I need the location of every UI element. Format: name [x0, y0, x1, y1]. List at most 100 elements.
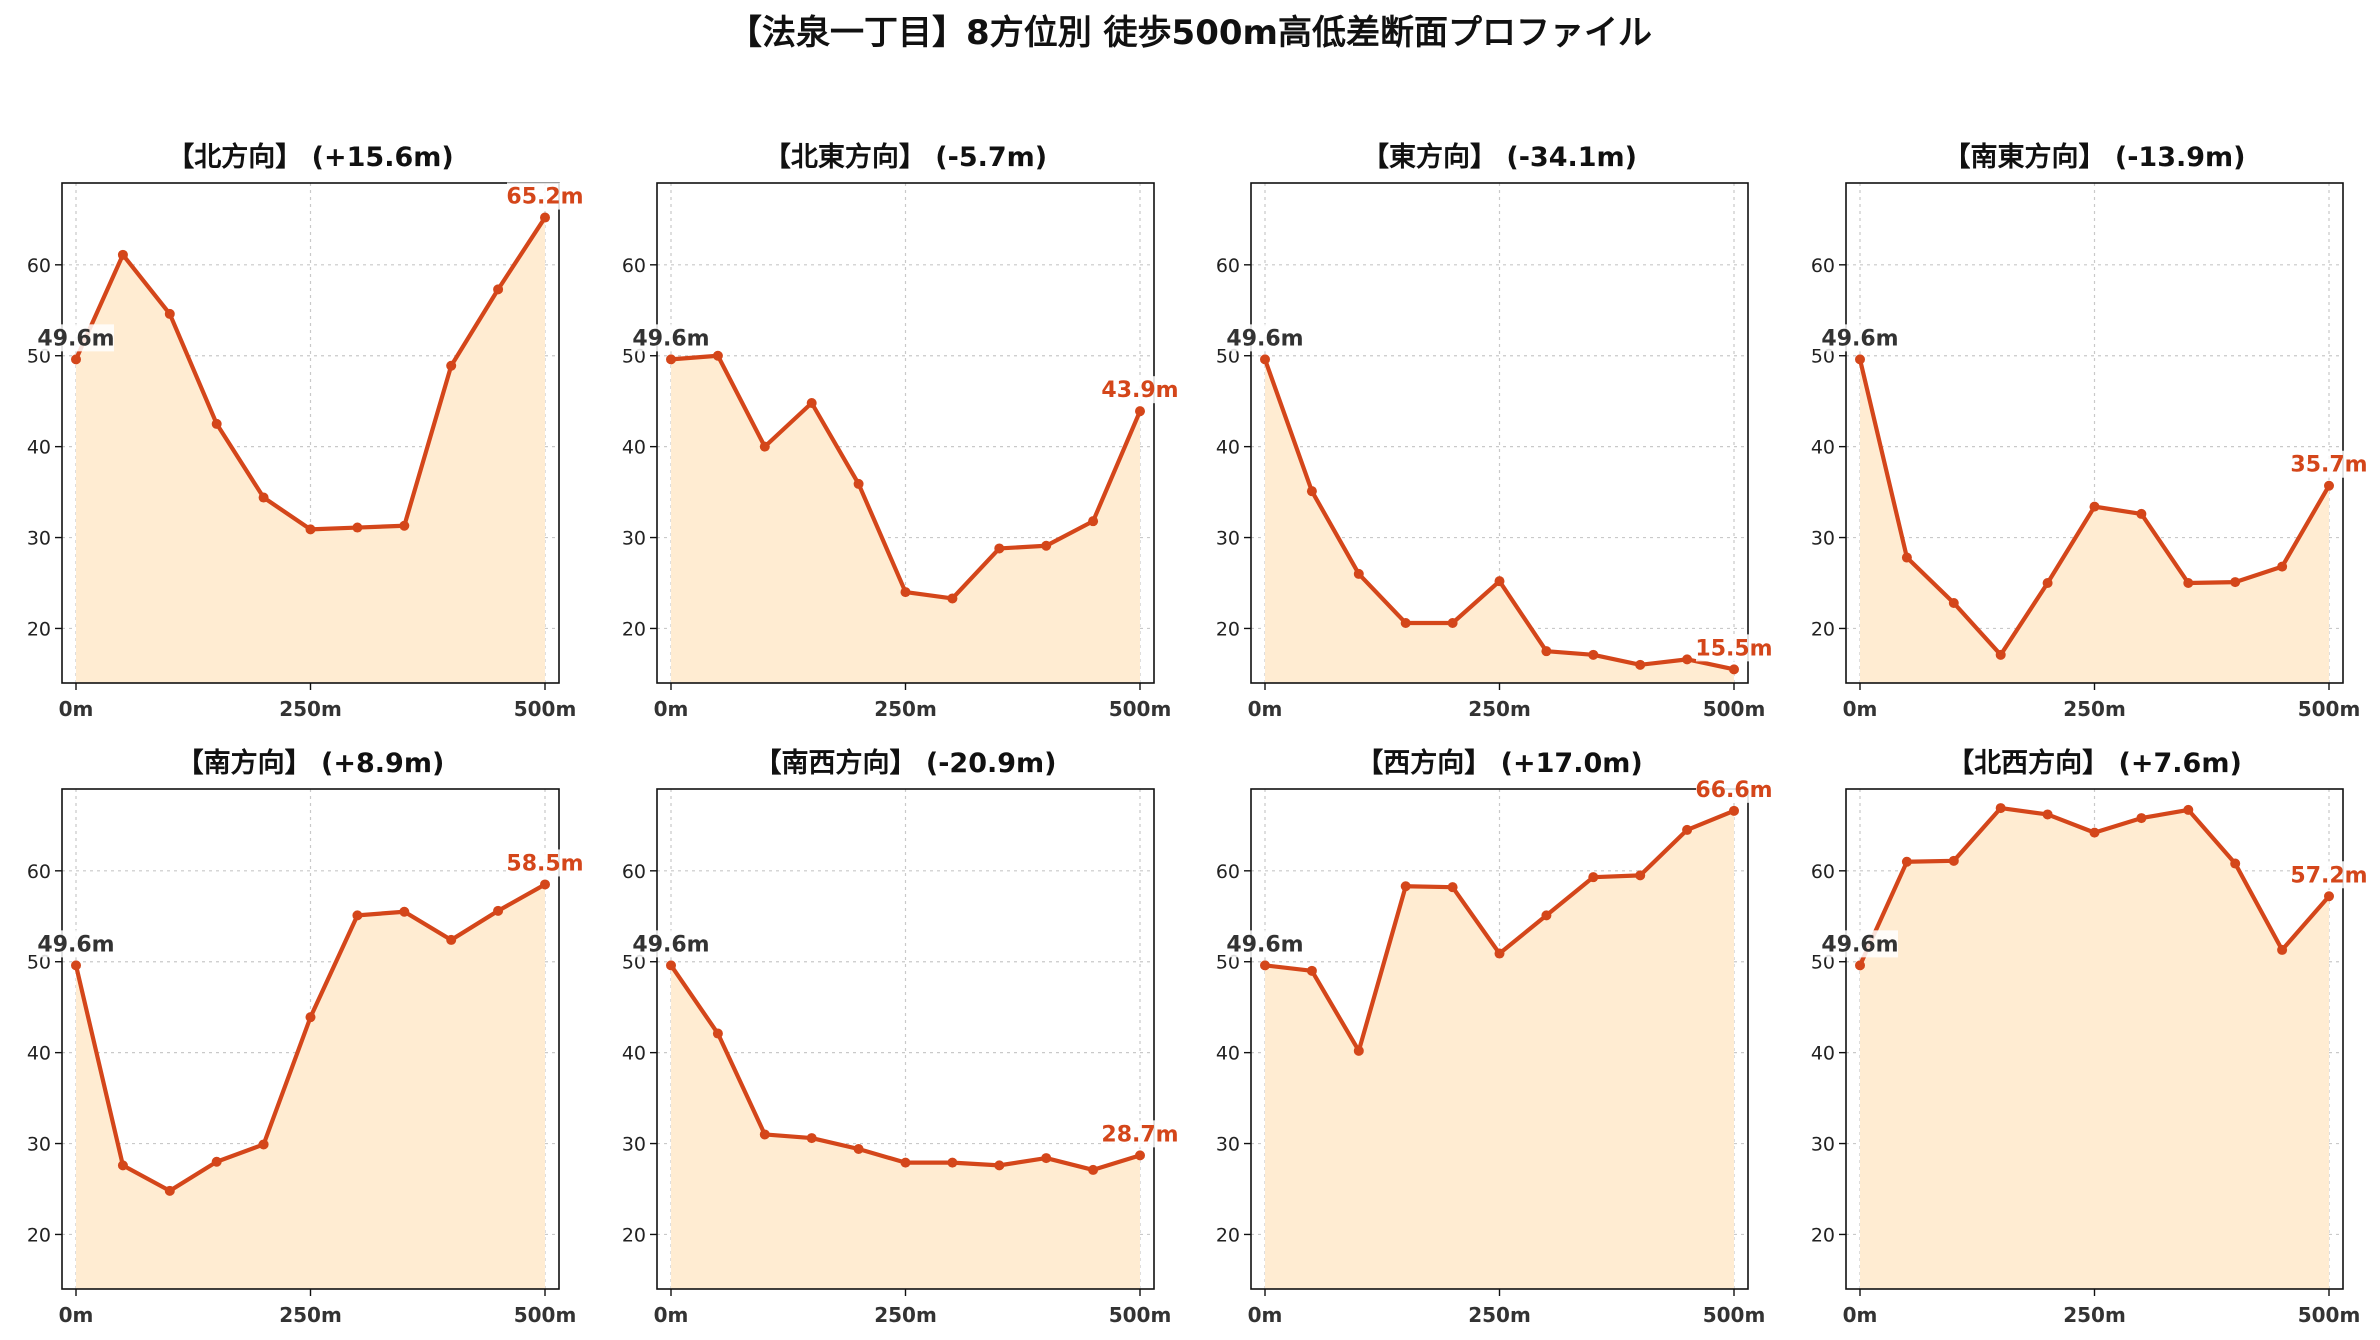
plot-frame	[61, 182, 560, 684]
elevation-point	[164, 308, 175, 319]
y-tick-label: 20	[27, 1224, 51, 1246]
y-tick-label: 30	[27, 528, 51, 550]
x-tick-label: 250m	[2063, 1303, 2126, 1327]
x-tick-label: 500m	[514, 1303, 577, 1327]
elevation-point	[1260, 960, 1270, 971]
elevation-point	[1041, 1153, 1052, 1164]
y-tick-label: 60	[1811, 255, 1835, 277]
elevation-area	[1860, 808, 2329, 1289]
elevation-area	[671, 355, 1140, 683]
start-elevation-label: 49.6m	[1226, 932, 1303, 957]
x-tick-label: 0m	[1843, 697, 1878, 721]
y-tick-label: 40	[27, 1043, 51, 1065]
elevation-point	[305, 1012, 316, 1023]
elevation-point	[2042, 578, 2053, 588]
elevation-point	[1682, 824, 1693, 835]
y-tick-label: 40	[1811, 1043, 1835, 1065]
x-tick-label: 0m	[1248, 1303, 1283, 1327]
elevation-point	[853, 478, 864, 489]
start-label-bg	[38, 324, 114, 352]
end-label-bg	[1696, 775, 1772, 803]
x-tick-label: 500m	[1109, 697, 1172, 721]
elevation-point	[2324, 891, 2334, 902]
elevation-point	[211, 418, 222, 429]
elevation-point	[1260, 354, 1270, 365]
elevation-point	[2324, 480, 2334, 491]
elevation-point	[1353, 568, 1364, 579]
y-tick-label: 60	[622, 861, 646, 883]
elevation-point	[947, 593, 958, 604]
elevation-point	[446, 934, 457, 945]
elevation-point	[117, 249, 128, 260]
x-tick-label: 250m	[279, 1303, 342, 1327]
elevation-point	[211, 1156, 222, 1167]
x-tick-label: 0m	[59, 697, 94, 721]
elevation-point	[1400, 618, 1411, 628]
x-tick-label: 250m	[1468, 697, 1531, 721]
elevation-point	[1447, 882, 1458, 893]
elevation-point	[853, 1144, 864, 1154]
elevation-point	[994, 543, 1005, 554]
panel-title: 【南東方向】 (-13.9m)	[1943, 141, 2245, 173]
elevation-point	[1995, 803, 2006, 814]
elevation-area	[1265, 810, 1734, 1289]
x-tick-label: 0m	[59, 1303, 94, 1327]
elevation-point	[493, 905, 504, 916]
elevation-point	[399, 906, 410, 917]
elevation-point	[2042, 809, 2053, 820]
elevation-point	[1494, 948, 1505, 959]
y-tick-label: 40	[622, 1043, 646, 1065]
elevation-point	[1588, 872, 1599, 883]
elevation-point	[947, 1157, 958, 1168]
plot-frame	[1845, 182, 2344, 684]
x-tick-label: 0m	[1843, 1303, 1878, 1327]
end-label-bg	[507, 849, 583, 877]
x-tick-label: 500m	[2298, 1303, 2361, 1327]
y-tick-label: 20	[622, 618, 646, 640]
x-tick-label: 250m	[1468, 1303, 1531, 1327]
plot-frame	[656, 788, 1155, 1290]
x-tick-label: 250m	[874, 697, 937, 721]
y-tick-label: 20	[27, 618, 51, 640]
elevation-point	[666, 960, 676, 971]
panel-title: 【北東方向】 (-5.7m)	[764, 141, 1047, 173]
y-tick-label: 30	[1216, 528, 1240, 550]
elevation-point	[712, 350, 723, 361]
elevation-point	[1541, 910, 1552, 921]
start-label-bg	[633, 324, 709, 352]
elevation-point	[1855, 960, 1865, 971]
elevation-point	[1901, 552, 1912, 563]
end-label-bg	[1102, 376, 1178, 404]
elevation-point	[1635, 659, 1646, 670]
end-elevation-label: 35.7m	[2290, 453, 2367, 478]
elevation-point	[1948, 855, 1959, 866]
y-tick-label: 40	[1216, 437, 1240, 459]
y-tick-label: 30	[622, 1134, 646, 1156]
elevation-point	[2277, 944, 2288, 955]
elevation-point	[1088, 516, 1099, 527]
panel-title: 【西方向】 (+17.0m)	[1356, 747, 1642, 779]
elevation-point	[1135, 1150, 1145, 1161]
y-tick-label: 40	[622, 437, 646, 459]
plot-frame	[61, 788, 560, 1290]
elevation-point	[352, 910, 363, 921]
x-tick-label: 250m	[2063, 697, 2126, 721]
figure-title: 【法泉一丁目】8方位別 徒歩500m高低差断面プロファイル	[728, 13, 1652, 53]
panel-title: 【北方向】 (+15.6m)	[167, 141, 453, 173]
elevation-point	[806, 398, 817, 408]
start-label-bg	[1227, 324, 1303, 352]
plot-frame	[1845, 788, 2344, 1290]
elevation-point	[164, 1185, 175, 1196]
elevation-point	[900, 1157, 911, 1168]
elevation-point	[1041, 540, 1052, 551]
start-label-bg	[1227, 930, 1303, 958]
elevation-point	[540, 879, 550, 890]
y-tick-label: 40	[27, 437, 51, 459]
elevation-point	[493, 284, 504, 295]
y-tick-label: 60	[1811, 861, 1835, 883]
elevation-point	[1088, 1164, 1099, 1175]
elevation-point	[900, 587, 911, 598]
